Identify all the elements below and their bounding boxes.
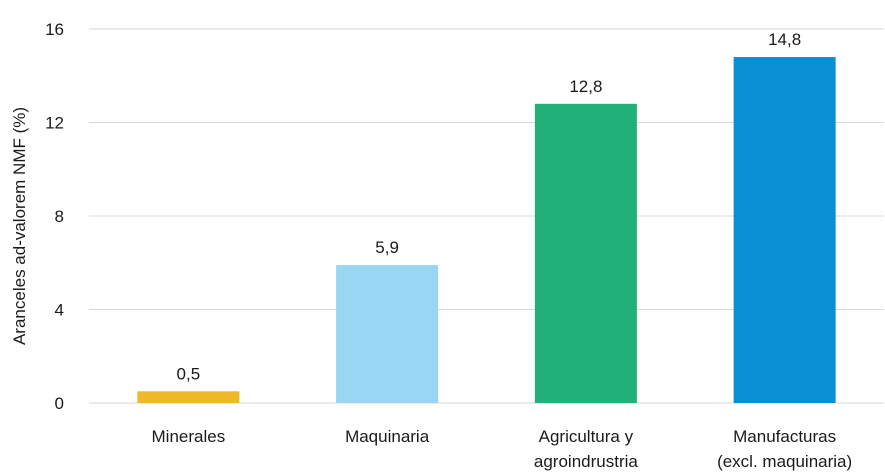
y-axis-ticks: 0 4 8 12 16 — [45, 20, 64, 413]
bar — [137, 391, 240, 403]
bar-value-label: 14,8 — [768, 30, 801, 49]
category-label-line: Minerales — [152, 427, 226, 446]
category-label-line: Manufacturas — [733, 427, 836, 446]
category-label-line: agroindrustria — [534, 452, 638, 471]
y-tick-label: 8 — [55, 207, 64, 226]
y-axis-title: Aranceles ad-valorem NMF (%) — [10, 107, 29, 345]
y-tick-label: 0 — [55, 394, 64, 413]
category-label-line: Agricultura y — [539, 427, 634, 446]
bar — [336, 265, 439, 403]
bar-value-label: 5,9 — [375, 238, 399, 257]
data-labels: 0,5 5,9 12,8 14,8 — [177, 30, 802, 383]
bar-value-label: 0,5 — [177, 364, 201, 383]
bars — [137, 57, 836, 404]
x-axis-categories: Minerales Maquinaria Agricultura y agroindr… — [152, 427, 853, 471]
category-label-line: Maquinaria — [345, 427, 430, 446]
category-label: Manufacturas (excl. maquinaria) — [717, 427, 852, 471]
category-label: Agricultura y agroindrustria — [534, 427, 638, 471]
bar-value-label: 12,8 — [569, 77, 602, 96]
category-label: Maquinaria — [345, 427, 430, 446]
y-tick-label: 12 — [45, 114, 64, 133]
category-label-line: (excl. maquinaria) — [717, 452, 852, 471]
y-tick-label: 16 — [45, 20, 64, 39]
bar — [733, 57, 836, 404]
category-label: Minerales — [152, 427, 226, 446]
y-tick-label: 4 — [55, 301, 64, 320]
bar — [534, 103, 637, 404]
